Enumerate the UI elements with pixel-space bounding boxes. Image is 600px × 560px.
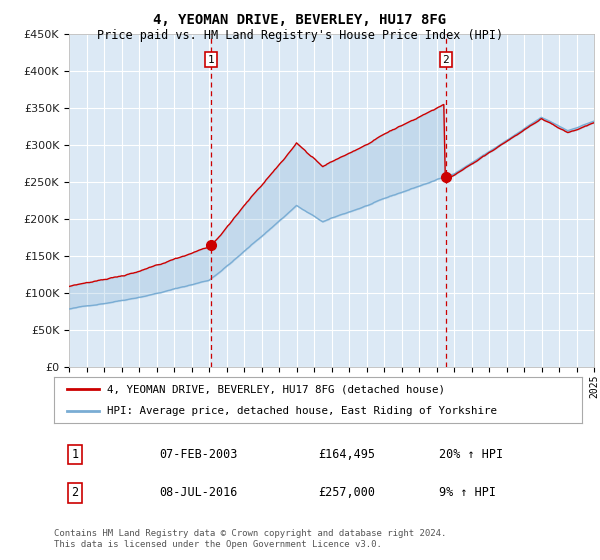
Text: 4, YEOMAN DRIVE, BEVERLEY, HU17 8FG (detached house): 4, YEOMAN DRIVE, BEVERLEY, HU17 8FG (det…	[107, 384, 445, 394]
Text: 2: 2	[443, 54, 449, 64]
Text: 20% ↑ HPI: 20% ↑ HPI	[439, 448, 503, 461]
Text: 08-JUL-2016: 08-JUL-2016	[160, 487, 238, 500]
Text: 07-FEB-2003: 07-FEB-2003	[160, 448, 238, 461]
Text: 1: 1	[71, 448, 79, 461]
Text: 4, YEOMAN DRIVE, BEVERLEY, HU17 8FG: 4, YEOMAN DRIVE, BEVERLEY, HU17 8FG	[154, 13, 446, 27]
Text: Contains HM Land Registry data © Crown copyright and database right 2024.
This d: Contains HM Land Registry data © Crown c…	[54, 529, 446, 549]
Text: HPI: Average price, detached house, East Riding of Yorkshire: HPI: Average price, detached house, East…	[107, 407, 497, 416]
Text: 2: 2	[71, 487, 79, 500]
Text: Price paid vs. HM Land Registry's House Price Index (HPI): Price paid vs. HM Land Registry's House …	[97, 29, 503, 42]
Text: 9% ↑ HPI: 9% ↑ HPI	[439, 487, 496, 500]
Text: £164,495: £164,495	[318, 448, 375, 461]
Text: 1: 1	[208, 54, 214, 64]
Text: £257,000: £257,000	[318, 487, 375, 500]
